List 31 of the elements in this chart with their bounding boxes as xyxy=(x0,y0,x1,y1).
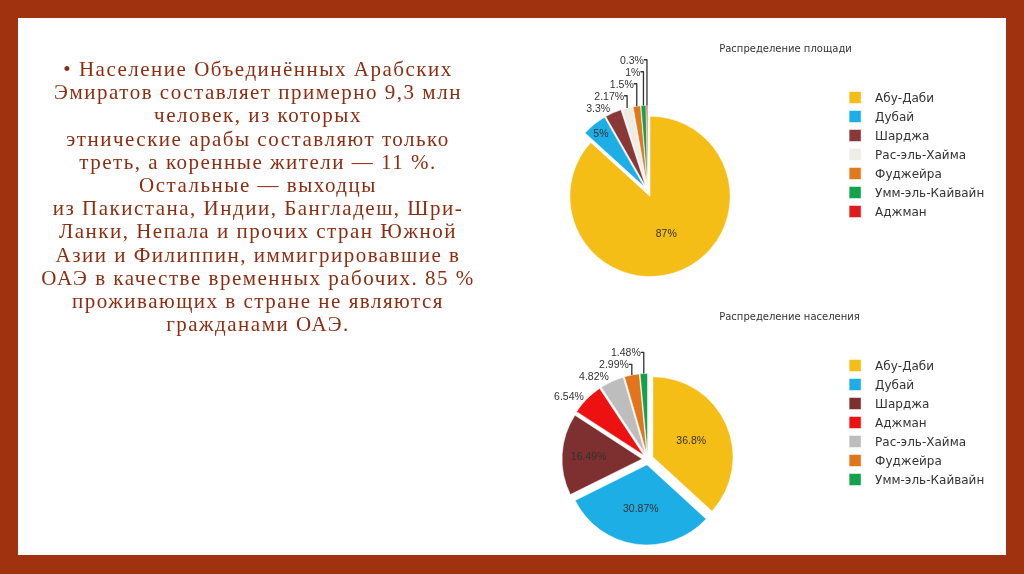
data-label: 2.17% xyxy=(594,89,625,102)
legend-label: Умм-эль-Кайвайн xyxy=(875,186,985,201)
chart-title: Распределение населения xyxy=(719,311,860,322)
legend-label: Фуджейра xyxy=(875,454,942,469)
data-label: 2.99% xyxy=(599,358,629,371)
legend-label: Абу-Даби xyxy=(875,91,935,106)
data-label: 1.48% xyxy=(610,346,641,359)
data-label: 0.3% xyxy=(620,53,644,66)
legend-label: Абу-Даби xyxy=(875,359,935,374)
legend-label: Шарджа xyxy=(875,129,930,144)
legend-label: Умм-эль-Кайвайн xyxy=(875,473,985,488)
data-label: 6.54% xyxy=(554,389,584,402)
legend-label: Рас-эль-Хайма xyxy=(875,435,967,450)
data-label: 16.49% xyxy=(570,449,607,462)
legend-label: Аджман xyxy=(875,416,927,431)
legend-label: Дубай xyxy=(875,378,915,393)
data-label: 87% xyxy=(655,227,677,240)
data-label: 5% xyxy=(593,126,609,139)
legend-label: Дубай xyxy=(875,110,915,125)
legend-label: Фуджейра xyxy=(875,167,942,182)
data-label: 4.82% xyxy=(579,370,609,383)
legend-label: Рас-эль-Хайма xyxy=(875,148,967,163)
text: • Население Объединённых Арабских Эмиратов составляет примерно 9,3 млн человек, из которых этнические арабы составляют только треть, а коренные жители — 11 %. Остальные — выходцы из Пакистана, Индии, Бангладеш, Шри-Ланки, Непала и прочих стран Южной Азии и Филиппин, иммигрировавшие в ОАЭ в качестве временных рабочих. 85 % проживающих в стране не являются гражданами ОАЭ. xyxy=(41,57,475,337)
data-label: 36.8% xyxy=(676,434,707,447)
chart-title: Распределение площади xyxy=(719,43,852,54)
data-label: 30.87% xyxy=(623,502,659,515)
data-label: 1% xyxy=(625,65,641,78)
data-label: 3.3% xyxy=(586,101,611,114)
legend-label: Аджман xyxy=(875,205,927,220)
data-label: 1.5% xyxy=(609,77,634,90)
legend-label: Шарджа xyxy=(875,397,930,412)
